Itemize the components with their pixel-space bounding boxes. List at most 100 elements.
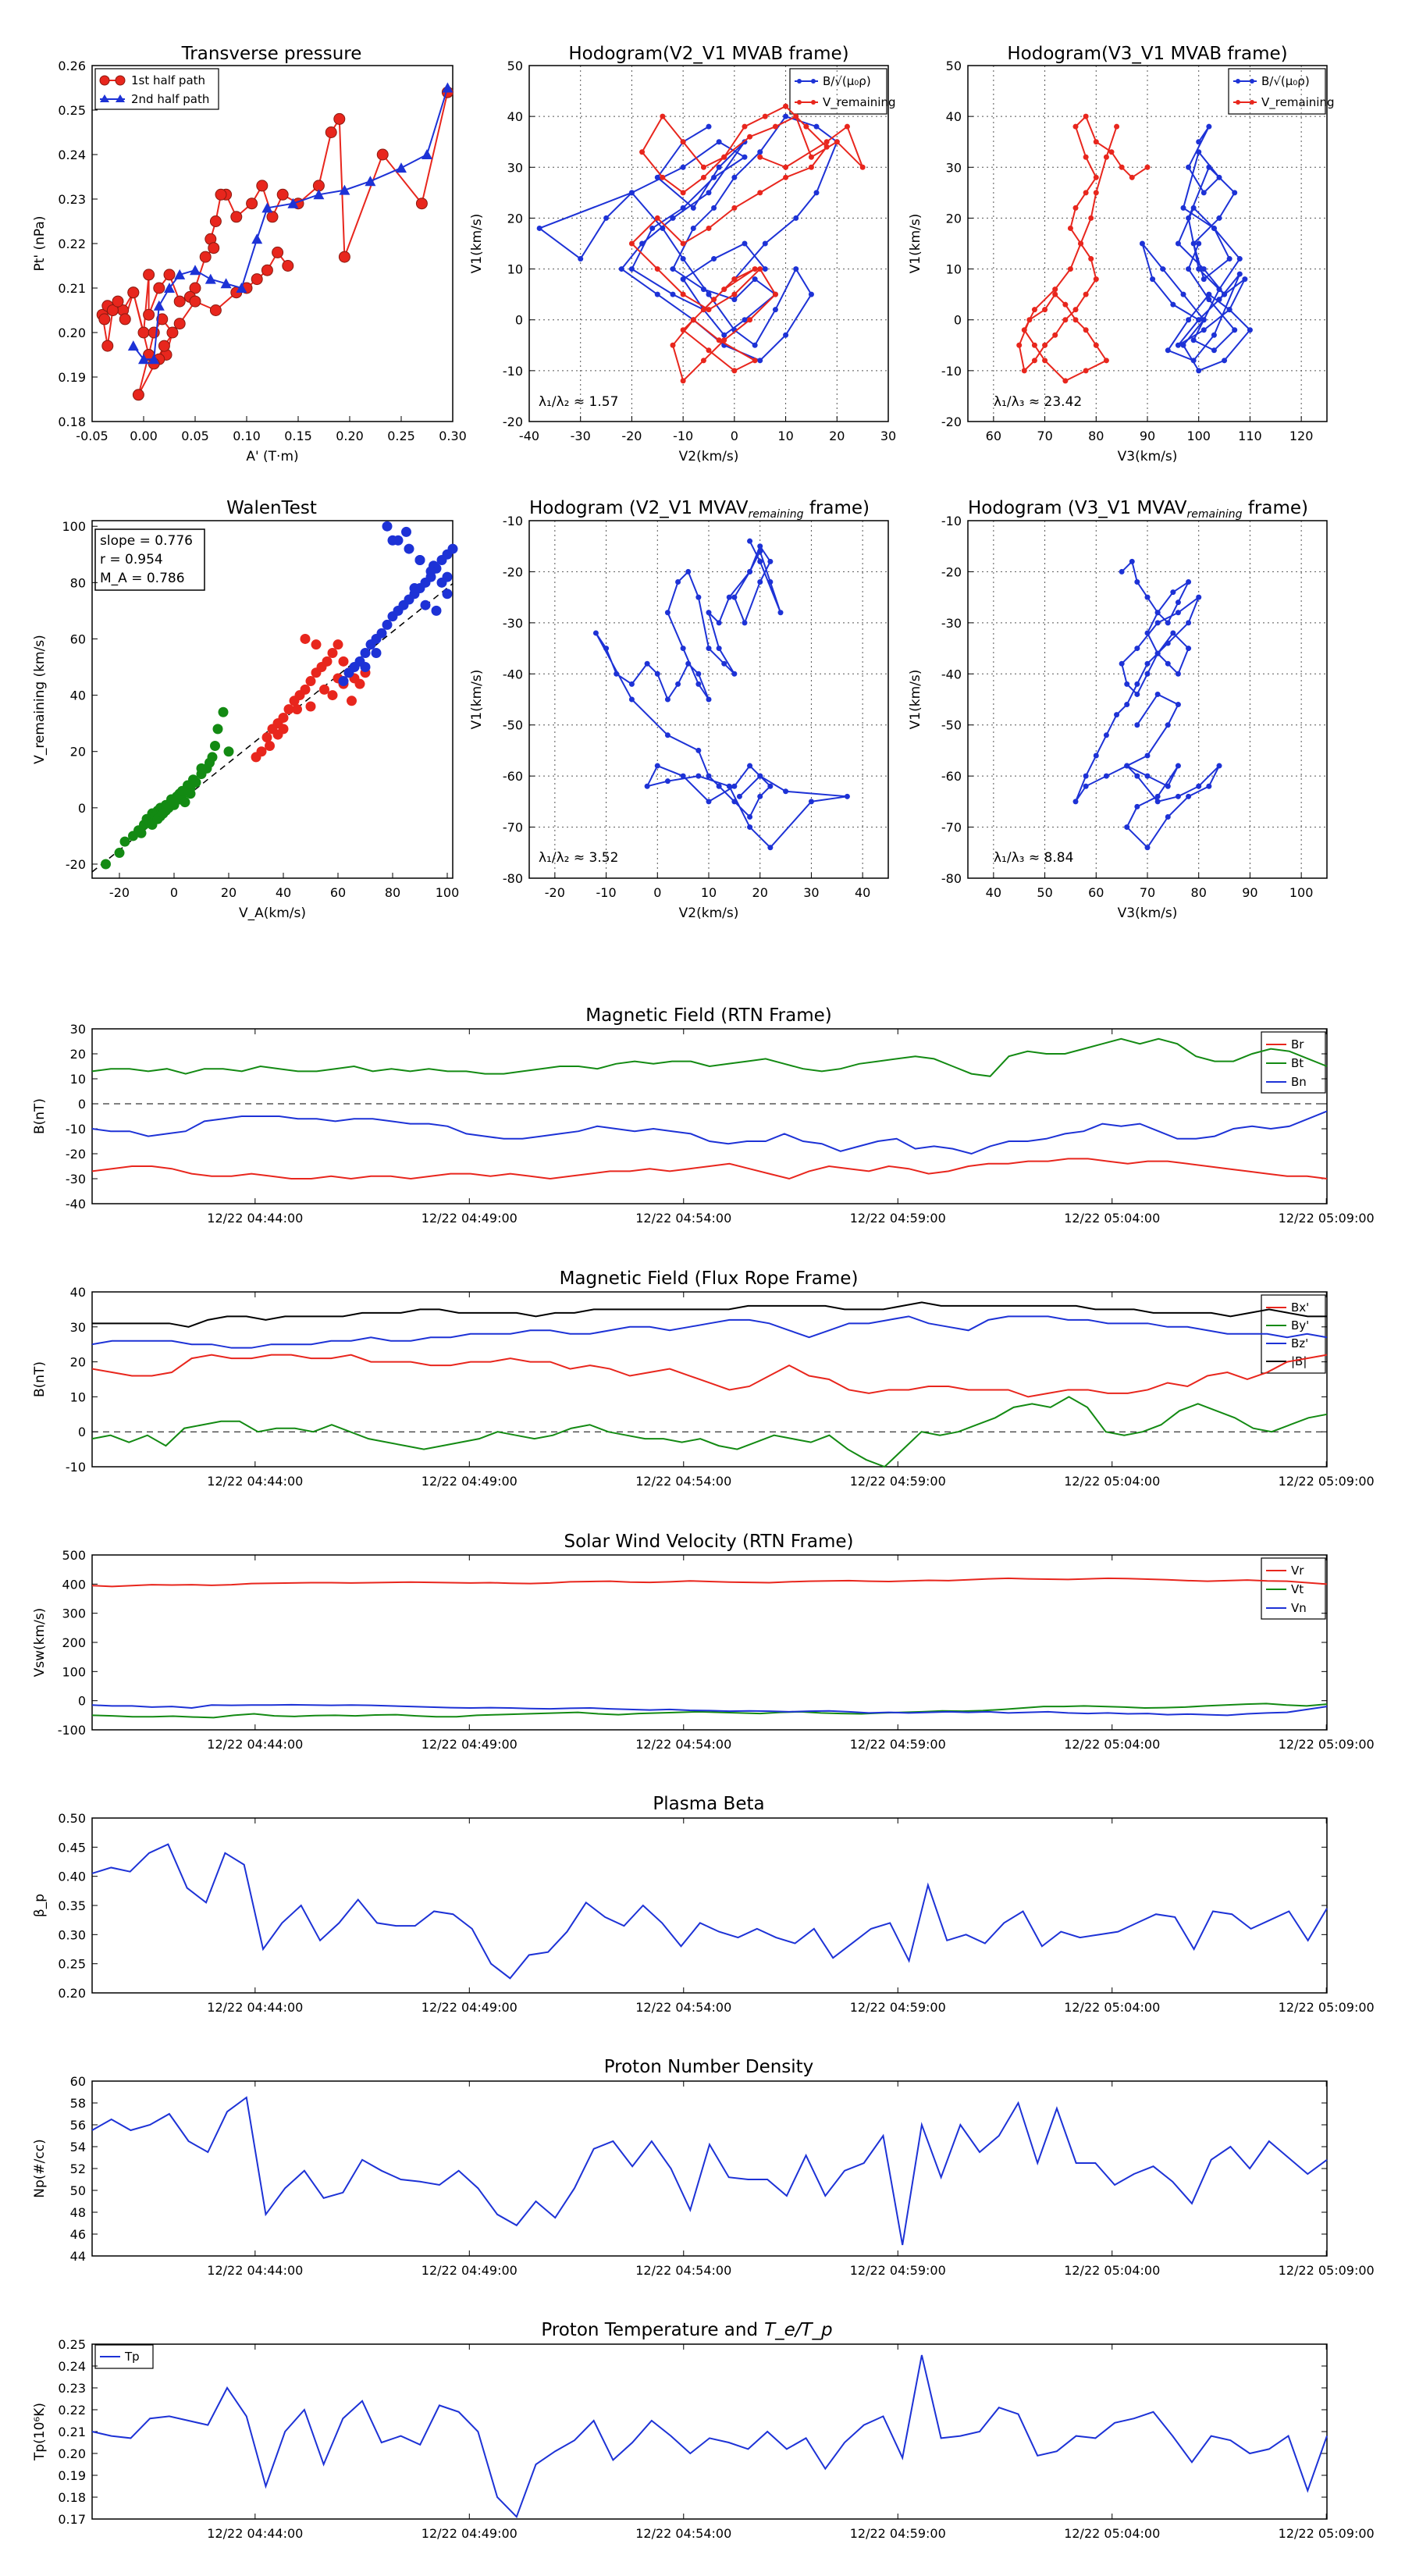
p2-xtick-label: 10 [777, 429, 793, 443]
p6-marker-dot [1134, 773, 1140, 779]
p3-ytick-label: -20 [941, 415, 962, 429]
ts1-ytick-label: 0 [78, 1097, 86, 1112]
p1-xtick-label: 0.15 [284, 429, 312, 443]
p2-marker-dot [808, 154, 814, 160]
p2-marker-dot [813, 123, 820, 130]
p5-marker-dot [757, 773, 763, 779]
p1-marker-triangle [148, 354, 160, 365]
p2-xtick-label: -20 [621, 429, 642, 443]
p5-xtick-label: 10 [701, 885, 717, 900]
p3-marker-dot [1103, 154, 1109, 160]
legend-marker-b-p3 [1236, 79, 1240, 84]
p2-marker-dot [783, 174, 789, 180]
p6-xtick-label: 100 [1289, 885, 1314, 900]
p1-marker-circle [209, 304, 222, 316]
p2-marker-dot [752, 342, 758, 348]
ts4-ytick-label: 0.30 [58, 1927, 86, 1942]
p4-point-red [305, 701, 316, 712]
p5-marker-dot [603, 646, 610, 652]
p4-point-green [185, 788, 196, 799]
walen-slope: slope = 0.776 [100, 533, 193, 549]
p5-marker-dot [675, 579, 681, 585]
ts5-ylabel: Np(#/cc) [32, 2139, 48, 2197]
legend-hodogram-p2 [789, 68, 887, 115]
ts2-ytick-label: 30 [70, 1320, 86, 1335]
panel-title-hodogram-v3v1-mvab: Hodogram(V3_V1 MVAB frame) [1007, 44, 1287, 64]
ts5-ytick-label: 46 [70, 2227, 86, 2242]
p3-marker-dot [1196, 149, 1202, 155]
p2-marker-dot [757, 358, 763, 364]
p1-xtick-label: -0.05 [76, 429, 108, 443]
ts4-xtick-label: 12/22 05:09:00 [1279, 2000, 1375, 2015]
p2-marker-dot [680, 378, 686, 384]
p5-marker-dot [767, 558, 774, 564]
p1-marker-circle [333, 112, 346, 125]
p1-marker-triangle [220, 278, 232, 289]
p5-marker-dot [706, 610, 712, 616]
p6-marker-dot [1154, 691, 1161, 697]
p3-marker-dot [1072, 123, 1079, 130]
p2-marker-dot [742, 317, 748, 323]
p1-marker-circle [415, 197, 428, 210]
p4-point-red [300, 684, 311, 695]
p2-marker-dot [680, 240, 686, 247]
p6-ytick-label: -10 [941, 514, 962, 528]
p5-marker-dot [664, 696, 670, 703]
p3-marker-dot [1129, 174, 1135, 180]
p4-point-green [190, 777, 201, 788]
ts2-series-line-2 [91, 1315, 1328, 1349]
p1-marker-circle [143, 269, 155, 281]
p3-marker-dot [1175, 240, 1181, 247]
p1-marker-circle [132, 389, 144, 401]
panel-title-hodogram-v3v1-mvav: Hodogram (V3_V1 MVAVremaining frame) [968, 498, 1308, 521]
ts1-ylabel: B(nT) [32, 1098, 48, 1134]
p5-marker-dot [644, 660, 650, 667]
p4-xtick-label: 80 [385, 885, 400, 900]
p4-point-green [223, 746, 234, 757]
p4-point-green [136, 827, 147, 838]
p3-marker-dot [1083, 327, 1089, 333]
p2-marker-dot [660, 174, 666, 180]
ts4-ytick-label: 0.35 [58, 1898, 86, 1913]
p6-xtick-label: 40 [986, 885, 1001, 900]
p4-point-red [292, 704, 302, 715]
legend-label-br: Br [1291, 1037, 1304, 1051]
p4-ytick-label: 40 [70, 688, 86, 703]
p6-marker-dot [1134, 579, 1140, 585]
p1-xtick-label: 0.20 [336, 429, 364, 443]
p2-marker-dot [670, 215, 676, 221]
p2-marker-dot [803, 123, 809, 130]
p1-marker-triangle [190, 265, 201, 276]
p3-marker-dot [1190, 358, 1197, 364]
p1-marker-circle [112, 295, 124, 308]
p6-marker-dot [1144, 630, 1151, 636]
ts6-ylabel: Tp(10⁶K) [32, 2403, 48, 2461]
p3-marker-dot [1083, 113, 1089, 119]
p3-marker-dot [1139, 240, 1145, 247]
p1-marker-triangle [442, 82, 454, 93]
p5-xtick-label: 40 [855, 885, 870, 900]
p2-marker-dot [716, 139, 722, 145]
p2-marker-dot [747, 133, 753, 140]
p3-marker-dot [1232, 327, 1238, 333]
p1-marker-triangle [313, 189, 325, 200]
panel-title-transverse-pressure: Transverse pressure [181, 44, 362, 64]
p2-marker-dot [654, 174, 660, 180]
p3-marker-dot [1200, 190, 1207, 196]
p1-marker-circle [325, 126, 337, 138]
p1-marker-triangle [127, 340, 139, 351]
p1-ytick-label: 0.24 [58, 148, 86, 162]
p6-marker-dot [1196, 783, 1202, 789]
p4-ytick-label: 0 [78, 801, 86, 816]
p2-marker-dot [834, 139, 840, 145]
p4-ytick-label: 80 [70, 575, 86, 590]
p5-marker-dot [757, 548, 763, 554]
p5-ytick-label: -70 [503, 820, 523, 835]
ts2-ytick-label: 20 [70, 1355, 86, 1370]
p3-marker-dot [1031, 342, 1037, 348]
p4-point-green [177, 785, 187, 796]
p3-marker-dot [1196, 368, 1202, 374]
p3-marker-dot [1088, 215, 1094, 221]
p3-marker-dot [1242, 276, 1248, 283]
